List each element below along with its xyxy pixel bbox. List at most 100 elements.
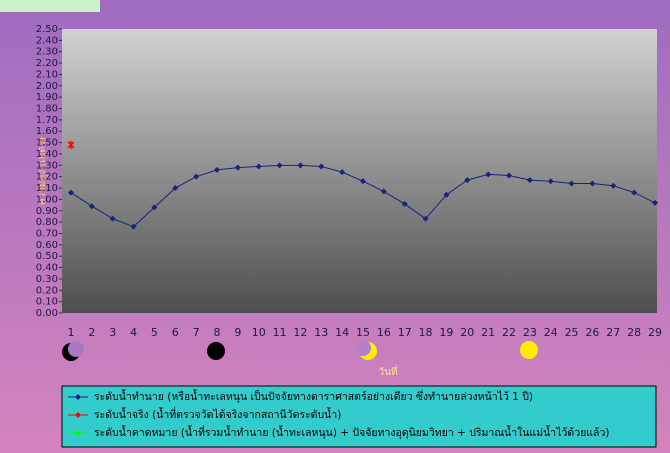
marker: [339, 169, 346, 176]
marker: [193, 173, 200, 180]
x-tick-label: 12: [293, 326, 307, 339]
x-tick-label: 24: [544, 326, 558, 339]
legend: [61, 385, 657, 448]
marker: [547, 178, 554, 185]
marker: [589, 180, 596, 187]
x-tick-label: 15: [356, 326, 370, 339]
x-tick-label: 23: [523, 326, 537, 339]
y-tick-label: 1.70: [36, 115, 58, 126]
y-tick-label: 2.30: [36, 47, 58, 58]
y-tick-label: 1.90: [36, 92, 58, 103]
x-tick-label: 1: [68, 326, 75, 339]
y-tick-label: 0.60: [36, 240, 58, 251]
corner: [0, 0, 100, 12]
x-tick-label: 4: [130, 326, 137, 339]
y-tick-label: 1.10: [36, 183, 58, 194]
marker: [652, 199, 658, 206]
y-tick-label: 1.50: [36, 138, 58, 149]
x-tick-label: 17: [398, 326, 412, 339]
legend-marker: [75, 412, 81, 418]
plot-area: [62, 29, 657, 313]
marker: [380, 188, 387, 195]
legend-label: ระดับน้ำจริง (น้ำที่ตรวจวัดได้จริงจากสถา…: [94, 407, 341, 421]
marker: [610, 182, 617, 189]
y-tick-label: 0.20: [36, 285, 58, 296]
marker: [68, 189, 74, 196]
marker: [506, 172, 512, 179]
y-tick-label: 0.90: [36, 206, 58, 217]
legend-marker: [75, 430, 81, 436]
y-tick-label: 0.40: [36, 263, 58, 274]
y-tick-label: 0.10: [36, 297, 58, 308]
x-tick-label: 8: [214, 326, 221, 339]
marker: [568, 180, 575, 187]
marker: [464, 177, 471, 184]
y-tick-label: 2.40: [36, 35, 58, 46]
y-tick-label: 0.80: [36, 217, 58, 228]
legend-label: ระดับน้ำคาดหมาย (น้ำที่รวมน้ำทำนาย (น้ำท…: [94, 425, 609, 439]
legend-marker: [75, 394, 81, 400]
moons: [62, 340, 538, 361]
marker: [130, 223, 137, 230]
x-tick-label: 6: [172, 326, 179, 339]
x-tick-label: 28: [627, 326, 641, 339]
y-axis-title: ความสูง (เมตร): [37, 137, 48, 205]
marker: [401, 200, 408, 207]
marker: [255, 163, 262, 170]
x-tick-label: 16: [377, 326, 391, 339]
marker: [360, 178, 366, 185]
marker: [631, 189, 638, 196]
marker: [297, 162, 304, 169]
x-tick-label: 11: [273, 326, 287, 339]
marker: [276, 162, 283, 169]
y-tick-label: 1.80: [36, 104, 58, 115]
legend-label: ระดับน้ำทำนาย (หรือน้ำทะเลหนุน เป็นปัจจั…: [94, 389, 533, 403]
x-tick-label: 27: [606, 326, 620, 339]
y-tick-label: 1.60: [36, 126, 58, 137]
x-tick-label: 26: [585, 326, 599, 339]
marker: [88, 203, 95, 210]
y-tick-label: 1.40: [36, 149, 58, 160]
y-tick-label: 2.50: [36, 24, 58, 35]
marker: [214, 166, 220, 173]
x-tick-label: 2: [88, 326, 95, 339]
marker: [172, 185, 179, 192]
marker: [526, 177, 533, 184]
x-tick-label: 18: [419, 326, 433, 339]
legend-entries: ระดับน้ำทำนาย (หรือน้ำทะเลหนุน เป็นปัจจั…: [68, 389, 609, 439]
marker: [109, 215, 116, 222]
x-tick-label: 21: [481, 326, 495, 339]
marker: [318, 163, 325, 170]
marker: [443, 191, 450, 198]
x-tick-label: 22: [502, 326, 516, 339]
x-tick-label: 14: [335, 326, 349, 339]
moon-shadow: [68, 341, 84, 357]
marker: [151, 204, 158, 211]
x-tick-label: 10: [252, 326, 266, 339]
y-tick-label: 1.20: [36, 172, 58, 183]
x-tick-label: 29: [648, 326, 662, 339]
y-tick-label: 0.00: [36, 308, 58, 319]
x-tick-label: 19: [439, 326, 453, 339]
x-tick-label: 25: [565, 326, 579, 339]
y-tick-label: 2.00: [36, 81, 58, 92]
x-tick-label: 5: [151, 326, 158, 339]
x-axis-title: วันที่: [378, 364, 397, 378]
x-tick-label: 7: [193, 326, 200, 339]
marker: [67, 140, 75, 149]
moon-shadow: [355, 340, 371, 356]
y-tick-label: 1.00: [36, 194, 58, 205]
y-tick-label: 1.30: [36, 160, 58, 171]
x-tick-label: 13: [314, 326, 328, 339]
y-tick-label: 2.20: [36, 58, 58, 69]
marker: [422, 215, 429, 222]
y-tick-label: 2.10: [36, 69, 58, 80]
x-tick-label: 20: [460, 326, 474, 339]
moon: [520, 341, 538, 359]
x-tick-label: 9: [234, 326, 241, 339]
marker: [234, 164, 241, 171]
moon: [207, 342, 225, 360]
marker: [485, 171, 492, 178]
y-tick-label: 0.50: [36, 251, 58, 262]
